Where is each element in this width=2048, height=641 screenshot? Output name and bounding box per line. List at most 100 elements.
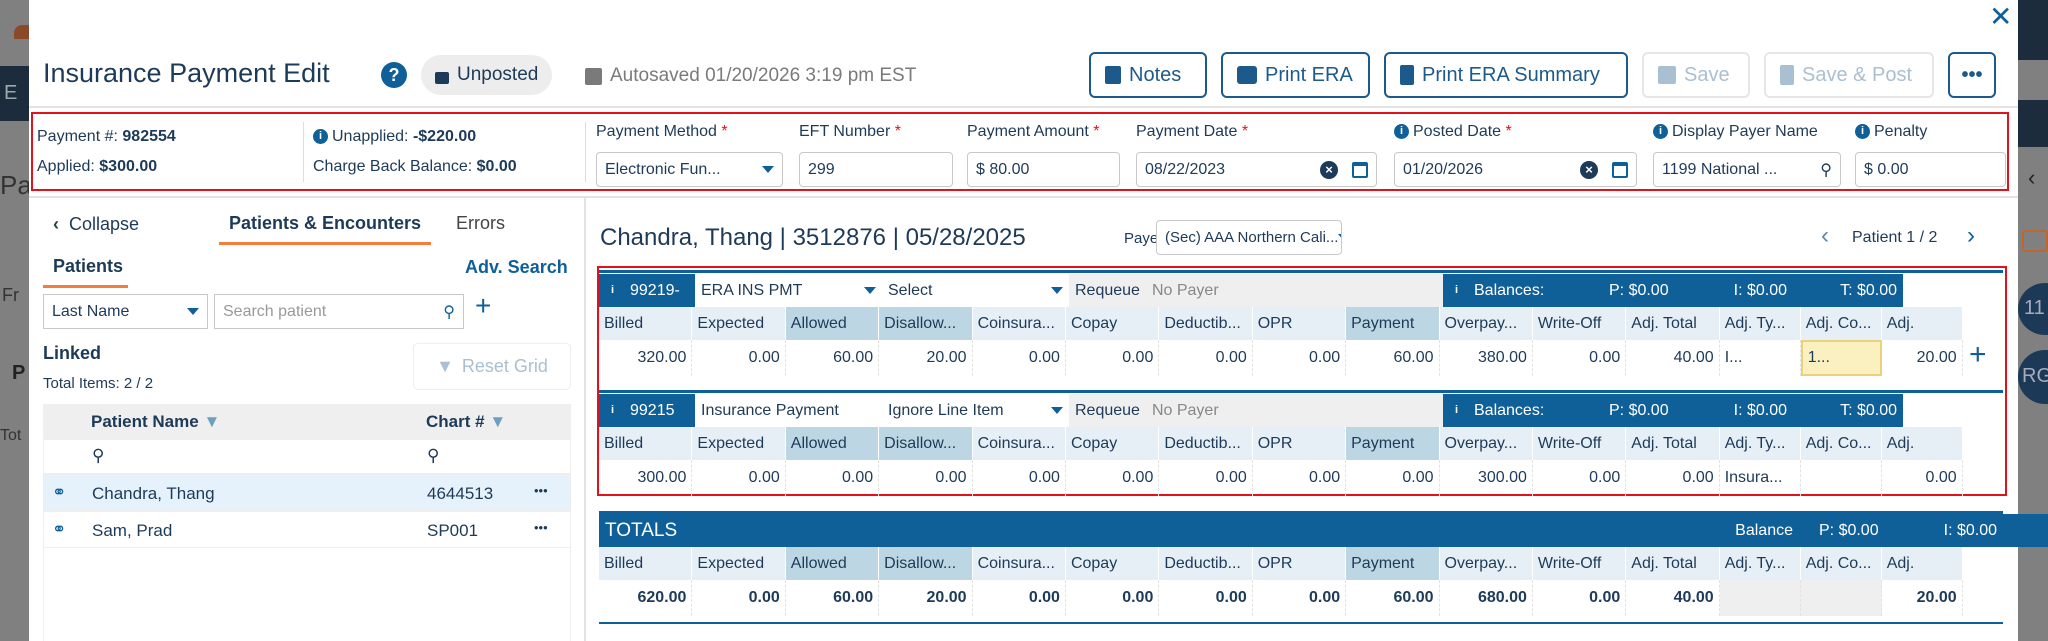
value-cell[interactable]: 380.00 [1440,340,1533,376]
help-icon[interactable]: ? [381,62,407,88]
column-header[interactable]: Adj. Total [1626,307,1720,340]
column-header[interactable]: Adj. Co... [1800,307,1882,340]
tab-errors[interactable]: Errors [456,213,505,233]
info-icon[interactable]: i [1855,124,1870,140]
column-header[interactable]: Billed [599,427,693,460]
column-header[interactable]: Adj. Total [1626,427,1720,460]
more-options-button[interactable]: ••• [1948,52,1996,98]
value-cell[interactable] [1801,460,1882,496]
search-by-select[interactable]: Last Name [43,294,208,329]
reset-grid-button[interactable]: ▼ Reset Grid [413,343,571,390]
column-header[interactable]: Allowed [785,427,880,460]
column-header[interactable]: Overpay... [1439,427,1533,460]
previous-patient-button[interactable]: ‹ [1821,222,1829,249]
value-cell[interactable]: 0.00 [692,460,786,496]
value-cell[interactable]: 40.00 [1626,340,1720,376]
column-header[interactable]: Copay [1065,427,1160,460]
info-icon[interactable]: i [605,403,620,418]
calendar-icon[interactable] [1612,161,1628,178]
search-icon[interactable]: ⚲ [1820,161,1832,179]
column-header[interactable]: Adj. Ty... [1719,547,1801,580]
column-header[interactable]: Billed [599,547,693,580]
column-header[interactable]: Overpay... [1439,547,1533,580]
column-header[interactable]: Expected [692,427,786,460]
value-cell[interactable]: 0.00 [1253,340,1347,376]
print-era-summary-button[interactable]: Print ERA Summary [1384,52,1628,98]
value-cell[interactable]: 60.00 [1346,340,1440,376]
tab-patients-encounters[interactable]: Patients & Encounters [219,213,432,245]
value-cell[interactable]: I... [1720,340,1801,376]
value-cell[interactable]: 0.00 [1253,460,1347,496]
value-cell[interactable]: 0.00 [973,460,1066,496]
column-header[interactable]: Adj. [1881,547,1963,580]
value-cell[interactable]: 0.00 [1533,340,1627,376]
value-cell[interactable]: 0.00 [692,340,786,376]
close-icon[interactable]: ✕ [1989,1,2013,32]
payment-type-select[interactable]: Insurance Payment [695,394,882,427]
column-header[interactable]: Coinsura... [972,427,1066,460]
search-icon[interactable]: ⚲ [443,303,455,321]
column-header[interactable]: Deductib... [1159,547,1253,580]
calendar-icon[interactable] [1352,161,1368,178]
value-cell[interactable]: 0.00 [1159,340,1253,376]
column-header[interactable]: Deductib... [1159,307,1253,340]
column-header[interactable]: Overpay... [1439,307,1533,340]
column-header[interactable]: OPR [1252,427,1347,460]
print-era-button[interactable]: Print ERA [1221,52,1370,98]
column-header[interactable]: Expected [692,547,786,580]
clear-icon[interactable]: × [1580,160,1598,179]
notes-button[interactable]: Notes [1089,52,1207,98]
column-header[interactable]: Adj. Ty... [1719,427,1801,460]
patient-search-input[interactable]: Search patient ⚲ [214,294,464,329]
value-cell[interactable]: 0.00 [1066,460,1160,496]
value-cell[interactable]: Insura... [1720,460,1801,496]
patient-row[interactable]: ⚭ Chandra, Thang 4644513 ••• [43,474,571,511]
column-header[interactable]: Payment [1346,547,1440,580]
column-header[interactable]: Allowed [785,547,880,580]
ellipsis-icon[interactable]: ••• [534,520,548,535]
column-header[interactable]: Adj. Total [1626,547,1720,580]
column-header[interactable]: Coinsura... [972,307,1066,340]
column-header[interactable]: Coinsura... [972,547,1066,580]
column-header[interactable]: Write-Off [1532,547,1627,580]
payment-amount-input[interactable]: $ 80.00 [967,152,1120,187]
adv-search-link[interactable]: Adv. Search [465,257,568,277]
value-cell[interactable]: 320.00 [599,340,693,376]
search-icon[interactable]: ⚲ [92,446,105,465]
save-post-button[interactable]: Save & Post [1764,52,1934,98]
payment-type-select[interactable]: ERA INS PMT [695,274,882,307]
ellipsis-icon[interactable]: ••• [534,483,548,498]
payment-date-input[interactable]: 08/22/2023 × [1136,152,1377,187]
value-cell[interactable]: 20.00 [879,340,973,376]
col-chart-number[interactable]: Chart # ▼ [426,412,507,431]
column-header[interactable]: Deductib... [1159,427,1253,460]
patient-row[interactable]: ⚭ Sam, Prad SP001 ••• [43,511,571,548]
info-icon[interactable]: i [1653,124,1668,140]
value-cell[interactable]: 0.00 [1066,340,1160,376]
value-cell[interactable]: 60.00 [786,340,880,376]
column-header[interactable]: Disallow... [879,427,973,460]
payer-select[interactable]: (Sec) AAA Northern Cali... [1156,220,1342,255]
value-cell[interactable]: 0.00 [1159,460,1253,496]
save-button[interactable]: Save [1642,52,1750,98]
info-icon[interactable]: i [1394,124,1409,140]
column-header[interactable]: Disallow... [879,307,973,340]
next-patient-button[interactable]: › [1967,222,1975,249]
line-action-select[interactable]: Ignore Line Item [882,394,1069,427]
cpt-code[interactable]: i 99219- [599,274,695,307]
display-payer-input[interactable]: 1199 National ... ⚲ [1653,152,1841,187]
patient-name[interactable]: Sam, Prad [92,521,173,540]
column-header[interactable]: Copay [1065,547,1160,580]
unlink-icon[interactable]: ⚭ [52,483,67,502]
subtab-patients[interactable]: Patients [43,256,128,288]
unlink-icon[interactable]: ⚭ [52,520,67,539]
info-icon[interactable]: i [605,283,620,298]
user-avatar[interactable]: RG [2018,350,2048,404]
value-cell[interactable]: 0.00 [1533,460,1627,496]
column-header[interactable]: Disallow... [879,547,973,580]
column-header[interactable]: Adj. Co... [1800,427,1882,460]
column-header[interactable]: Billed [599,307,693,340]
patient-name[interactable]: Chandra, Thang [92,484,215,503]
posted-date-input[interactable]: 01/20/2026 × [1394,152,1637,187]
value-cell[interactable]: 0.00 [1346,460,1440,496]
